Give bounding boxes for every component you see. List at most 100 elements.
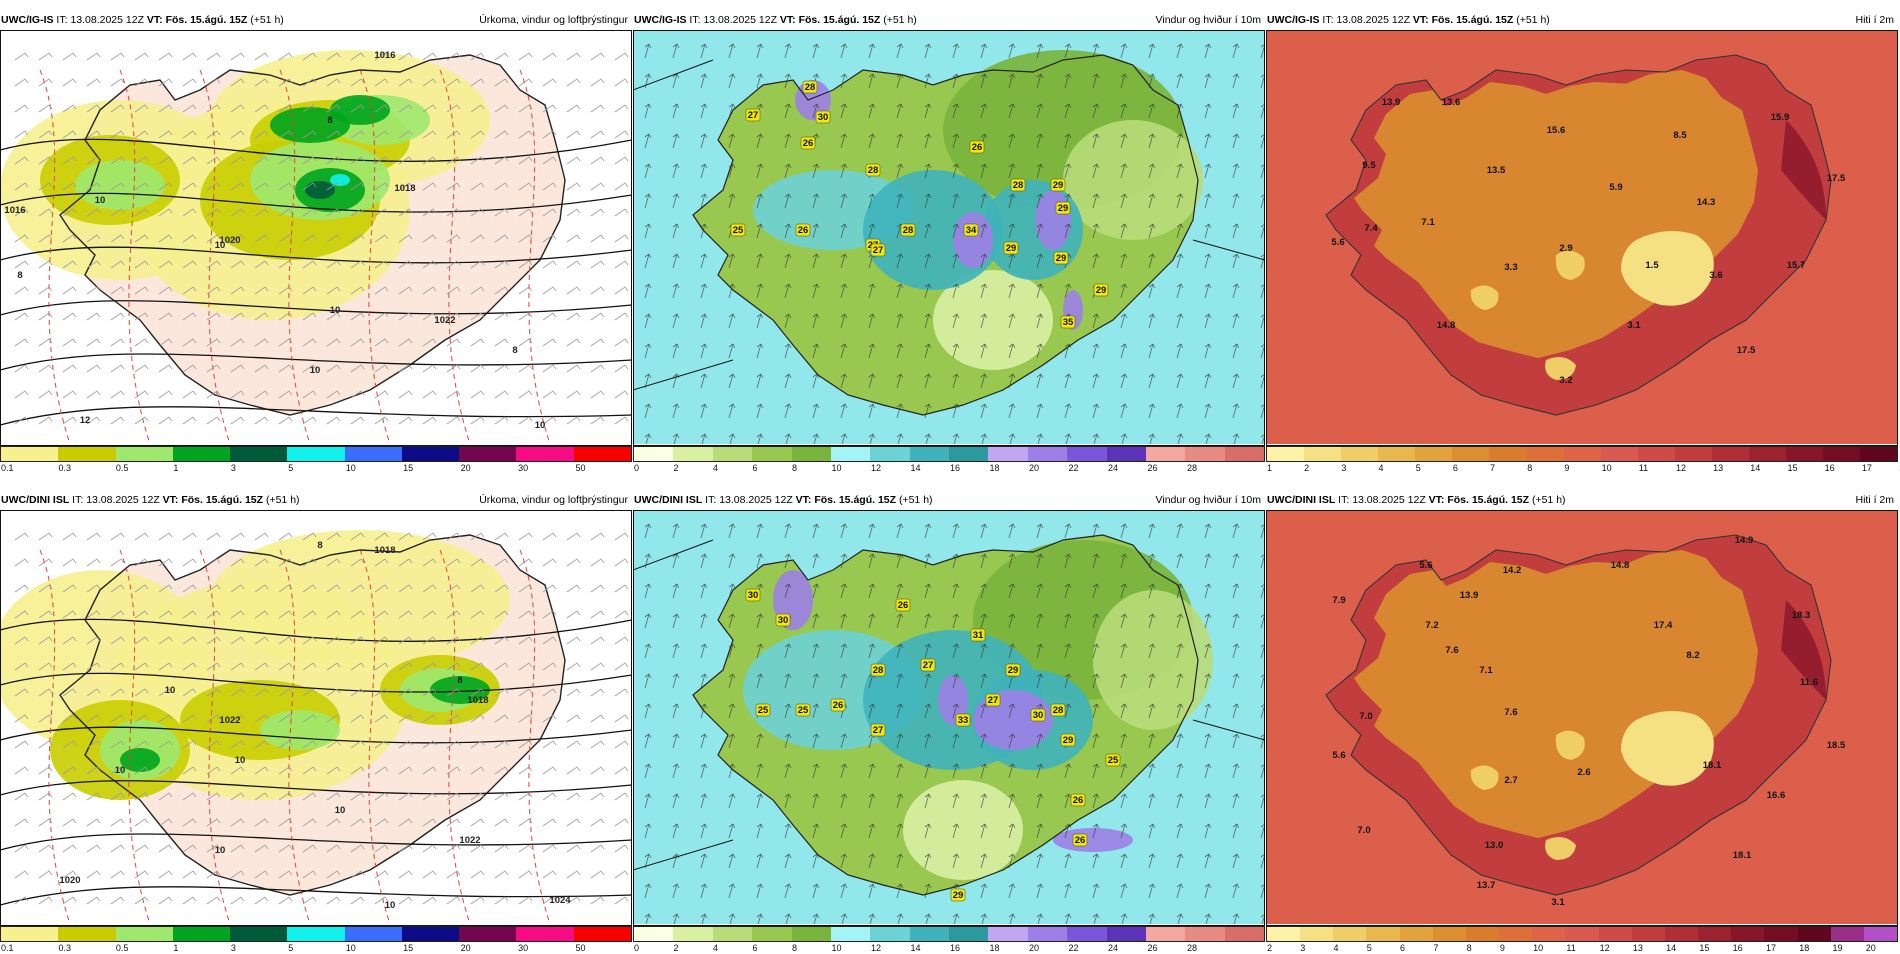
colorbar-segment (1563, 447, 1601, 461)
colorbar-tick: 0 (634, 943, 640, 953)
colorbar-tick: 13 (1713, 463, 1724, 473)
colorbar-tick: 5 (288, 463, 294, 473)
gust-label: 26 (1070, 793, 1086, 807)
colorbar-tick: 10 (831, 463, 842, 473)
temp-label: 2.9 (1559, 243, 1572, 254)
it-value: 13.08.2025 12Z (86, 494, 160, 506)
gust-label: 28 (870, 663, 886, 677)
isobar-label: 1016 (374, 50, 395, 61)
colorbar-tick: 8 (792, 943, 798, 953)
temp-label: 5.6 (1419, 560, 1432, 571)
colorbar-tick: 14 (910, 943, 921, 953)
colorbar-tick: 11 (1566, 943, 1576, 953)
colorbar-segment (1300, 927, 1334, 941)
temp-label: 14.2 (1503, 565, 1522, 576)
gust-value: 33 (958, 715, 969, 726)
lead-time: (+51 h) (883, 14, 917, 26)
gust-label: 34 (963, 223, 979, 237)
colorbar-segment (752, 927, 792, 941)
temp-value: 18.1 (1703, 760, 1722, 771)
isobar-value: 10 (335, 805, 346, 816)
temp-label: 13.6 (1442, 97, 1461, 108)
temp-label: 3.1 (1551, 897, 1565, 908)
colorbar-tick: 19 (1832, 943, 1843, 953)
colorbar-tick: 9 (1564, 463, 1570, 473)
gust-value: 26 (898, 600, 909, 611)
isobar-value: 10 (535, 420, 546, 431)
colorbar-tick: 28 (1187, 463, 1198, 473)
gust-value: 25 (733, 225, 744, 236)
temp-value: 13.0 (1485, 840, 1504, 851)
gust-label: 27 (870, 723, 886, 737)
temp-value: 7.0 (1359, 711, 1372, 722)
colorbar-segment (1, 447, 59, 461)
colorbar-ticks: 0.1 0.3 0.5 1 3 5 10 15 20 30 50 (0, 943, 632, 954)
colorbar-segment (1489, 447, 1527, 461)
gust-value: 28 (868, 165, 879, 176)
gust-value: 34 (966, 225, 977, 236)
temp-value: 14.9 (1735, 535, 1754, 546)
vt-label: VT: (1428, 494, 1445, 506)
product-title: Úrkoma, vindur og loftþrýstingur (479, 14, 628, 26)
temp-label: 14.8 (1611, 560, 1630, 571)
colorbar-tick: 2 (673, 463, 679, 473)
colorbar-segment (949, 927, 989, 941)
colorbar-tick: 6 (1400, 943, 1406, 953)
colorbar-tick: 17 (1765, 943, 1776, 953)
gust-label: 30 (815, 110, 831, 124)
isobar-value: 1022 (434, 315, 455, 326)
isobar-value: 10 (235, 755, 246, 766)
vt-label: VT: (795, 494, 812, 506)
colorbar-segment (1027, 447, 1068, 461)
temp-value: 5.6 (1419, 560, 1432, 571)
isobar-value: 8 (512, 345, 517, 356)
colorbar-segment (673, 927, 713, 941)
colorbar-tick: 50 (575, 463, 586, 473)
isobar-value: 1018 (374, 545, 395, 556)
colorbar-segment (949, 447, 989, 461)
it-label: IT: (72, 494, 84, 506)
temp-value: 2.6 (1577, 767, 1590, 778)
gust-label: 29 (1055, 201, 1071, 215)
colorbar-tick: 15 (1787, 463, 1798, 473)
temp-label: 13.5 (1487, 165, 1506, 176)
gust-value: 26 (833, 700, 844, 711)
temp-value: 14.8 (1437, 320, 1456, 331)
colorbar-segment (1748, 447, 1786, 461)
isobar-value: 10 (115, 765, 126, 776)
temp-value: 13.9 (1382, 97, 1401, 108)
temp-label: 2.6 (1577, 767, 1590, 778)
colorbar-tick: 5 (1415, 463, 1421, 473)
temp-value: 7.0 (1357, 825, 1370, 836)
colorbar-tick: 0.1 (1, 463, 14, 473)
panel-wind-0: UWC/IG-IS IT: 13.08.2025 12Z VT: Fös. 15… (633, 12, 1265, 473)
colorbar-segment (287, 447, 345, 461)
colorbar-segment (230, 447, 288, 461)
colorbar-tick: 10 (345, 463, 356, 473)
temp-value: 7.1 (1421, 217, 1435, 228)
panel-header: UWC/DINI ISL IT: 13.08.2025 12Z VT: Fös.… (633, 492, 1265, 508)
colorbar-tick: 5 (288, 943, 294, 953)
gust-label: 28 (802, 80, 818, 94)
gust-value: 29 (1006, 243, 1017, 254)
temp-label: 14.8 (1437, 320, 1456, 331)
colorbar (1266, 446, 1898, 462)
isobar-label: 1018 (467, 695, 488, 706)
temp-label: 7.1 (1421, 217, 1435, 228)
colorbar-segment (634, 927, 674, 941)
isobar-value: 10 (330, 305, 341, 316)
colorbar-segment (1341, 447, 1379, 461)
temp-label: 17.5 (1737, 345, 1756, 356)
gust-value: 28 (873, 665, 884, 676)
vt-label: VT: (1412, 14, 1429, 26)
panel-header: UWC/DINI ISL IT: 13.08.2025 12Z VT: Fös.… (0, 492, 632, 508)
colorbar (0, 926, 632, 942)
isobar-label: 10 (535, 420, 546, 431)
colorbar-segment (1185, 447, 1225, 461)
temp-value: 7.6 (1504, 707, 1517, 718)
gust-value: 27 (873, 725, 884, 736)
gust-value: 28 (1053, 705, 1064, 716)
gust-label: 26 (1072, 833, 1088, 847)
colorbar-tick: 4 (1333, 943, 1339, 953)
panel-header: UWC/IG-IS IT: 13.08.2025 12Z VT: Fös. 15… (1266, 12, 1898, 28)
